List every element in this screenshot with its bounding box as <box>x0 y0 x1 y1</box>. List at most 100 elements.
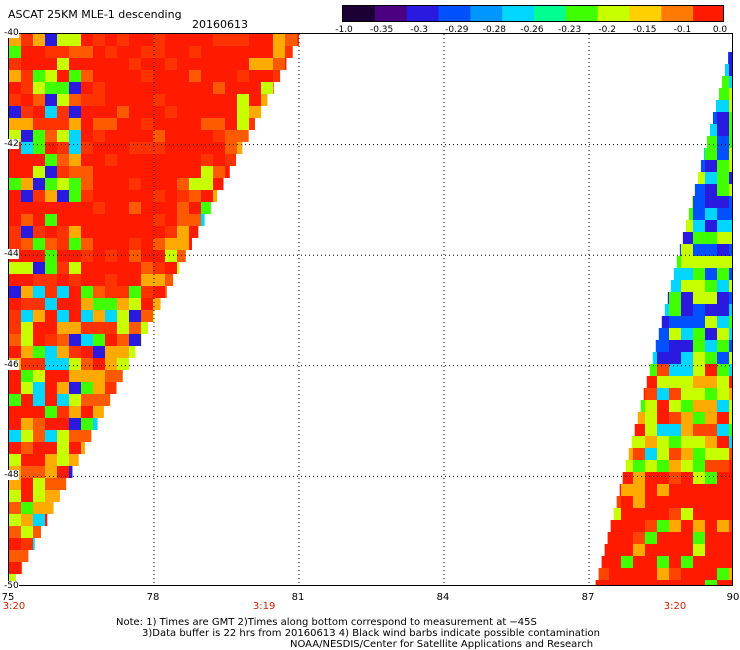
wind-data-cell <box>33 202 45 214</box>
wind-data-cell <box>45 442 57 454</box>
color-scale-swatch <box>661 6 694 21</box>
wind-data-cell <box>153 274 165 286</box>
wind-data-cell <box>21 130 33 142</box>
wind-data-cell <box>93 406 104 418</box>
wind-data-cell <box>21 490 33 502</box>
wind-data-cell <box>249 46 261 58</box>
wind-data-cell <box>117 202 129 214</box>
wind-data-cell <box>117 334 129 346</box>
longitude-label: 87 <box>581 592 595 603</box>
wind-data-cell <box>705 316 717 328</box>
wind-data-cell <box>9 286 21 298</box>
wind-data-cell <box>177 46 189 58</box>
wind-data-cell <box>105 370 117 382</box>
wind-data-cell <box>729 544 732 556</box>
wind-data-cell <box>681 268 693 280</box>
wind-data-cell <box>705 364 717 376</box>
wind-data-cell <box>622 472 635 484</box>
wind-data-cell <box>189 34 201 46</box>
wind-data-cell <box>93 166 105 178</box>
wind-data-cell <box>117 274 129 286</box>
wind-data-cell <box>129 82 141 94</box>
wind-data-cell <box>225 118 237 130</box>
wind-data-cell <box>117 370 123 382</box>
wind-data-cell <box>657 400 669 412</box>
wind-data-cell <box>129 202 141 214</box>
wind-data-cell <box>657 484 669 496</box>
wind-data-cell <box>45 106 57 118</box>
wind-data-cell <box>717 544 729 556</box>
wind-data-cell <box>141 250 153 262</box>
wind-data-cell <box>81 142 93 154</box>
wind-data-cell <box>693 448 705 460</box>
wind-data-cell <box>69 58 81 70</box>
wind-data-cell <box>21 106 33 118</box>
wind-data-cell <box>165 118 177 130</box>
wind-data-cell <box>717 580 729 585</box>
wind-data-cell <box>9 310 21 322</box>
wind-data-cell <box>237 82 249 94</box>
wind-data-cell <box>9 106 21 118</box>
wind-data-cell <box>705 352 717 364</box>
wind-data-cell <box>634 424 647 436</box>
wind-data-cell <box>93 334 105 346</box>
wind-data-cell <box>21 142 33 154</box>
wind-data-cell <box>33 190 45 202</box>
wind-data-cell <box>213 58 225 70</box>
color-scale-swatch <box>438 6 471 21</box>
wind-data-cell <box>213 46 225 58</box>
wind-data-cell <box>729 364 732 376</box>
wind-data-cell <box>105 154 117 166</box>
wind-data-cell <box>261 58 273 70</box>
wind-data-cell <box>693 292 705 304</box>
wind-data-cell <box>189 226 199 238</box>
wind-data-cell <box>117 142 129 154</box>
wind-data-cell <box>69 142 81 154</box>
wind-data-cell <box>21 226 33 238</box>
wind-data-cell <box>9 322 21 334</box>
wind-data-cell <box>69 418 81 430</box>
wind-data-cell <box>681 340 693 352</box>
wind-data-cell <box>669 544 681 556</box>
wind-data-cell <box>141 178 153 190</box>
wind-data-cell <box>681 328 693 340</box>
wind-data-cell <box>177 106 189 118</box>
wind-data-cell <box>105 178 117 190</box>
wind-data-cell <box>705 328 717 340</box>
wind-data-cell <box>681 280 693 292</box>
wind-data-cell <box>729 208 732 220</box>
wind-data-cell <box>705 544 717 556</box>
wind-data-cell <box>105 262 117 274</box>
wind-data-cell <box>45 262 57 274</box>
wind-data-cell <box>693 256 705 268</box>
color-scale-label: -0.29 <box>445 25 469 35</box>
wind-data-cell <box>69 82 81 94</box>
wind-data-cell <box>69 154 81 166</box>
wind-data-cell <box>57 94 69 106</box>
wind-data-cell <box>45 70 57 82</box>
wind-data-cell <box>93 322 105 334</box>
wind-data-cell <box>105 298 117 310</box>
wind-data-cell <box>141 190 153 202</box>
wind-data-cell <box>69 370 81 382</box>
wind-data-cell <box>105 106 117 118</box>
wind-data-cell <box>117 358 129 370</box>
wind-data-cell <box>225 94 237 106</box>
wind-data-cell <box>705 376 717 388</box>
wind-data-cell <box>69 466 73 478</box>
wind-data-cell <box>105 166 117 178</box>
wind-data-cell <box>729 136 732 148</box>
wind-data-cell <box>33 298 45 310</box>
wind-data-cell <box>141 154 153 166</box>
wind-data-cell <box>105 82 117 94</box>
wind-data-cell <box>45 274 57 286</box>
wind-data-cell <box>657 412 669 424</box>
wind-data-cell <box>153 94 165 106</box>
color-scale-swatch <box>629 6 662 21</box>
wind-data-cell <box>33 538 35 550</box>
wind-data-cell <box>33 346 45 358</box>
wind-data-cell <box>729 412 732 424</box>
wind-data-cell <box>645 556 657 568</box>
color-scale-bar <box>342 5 724 22</box>
wind-data-cell <box>129 178 141 190</box>
